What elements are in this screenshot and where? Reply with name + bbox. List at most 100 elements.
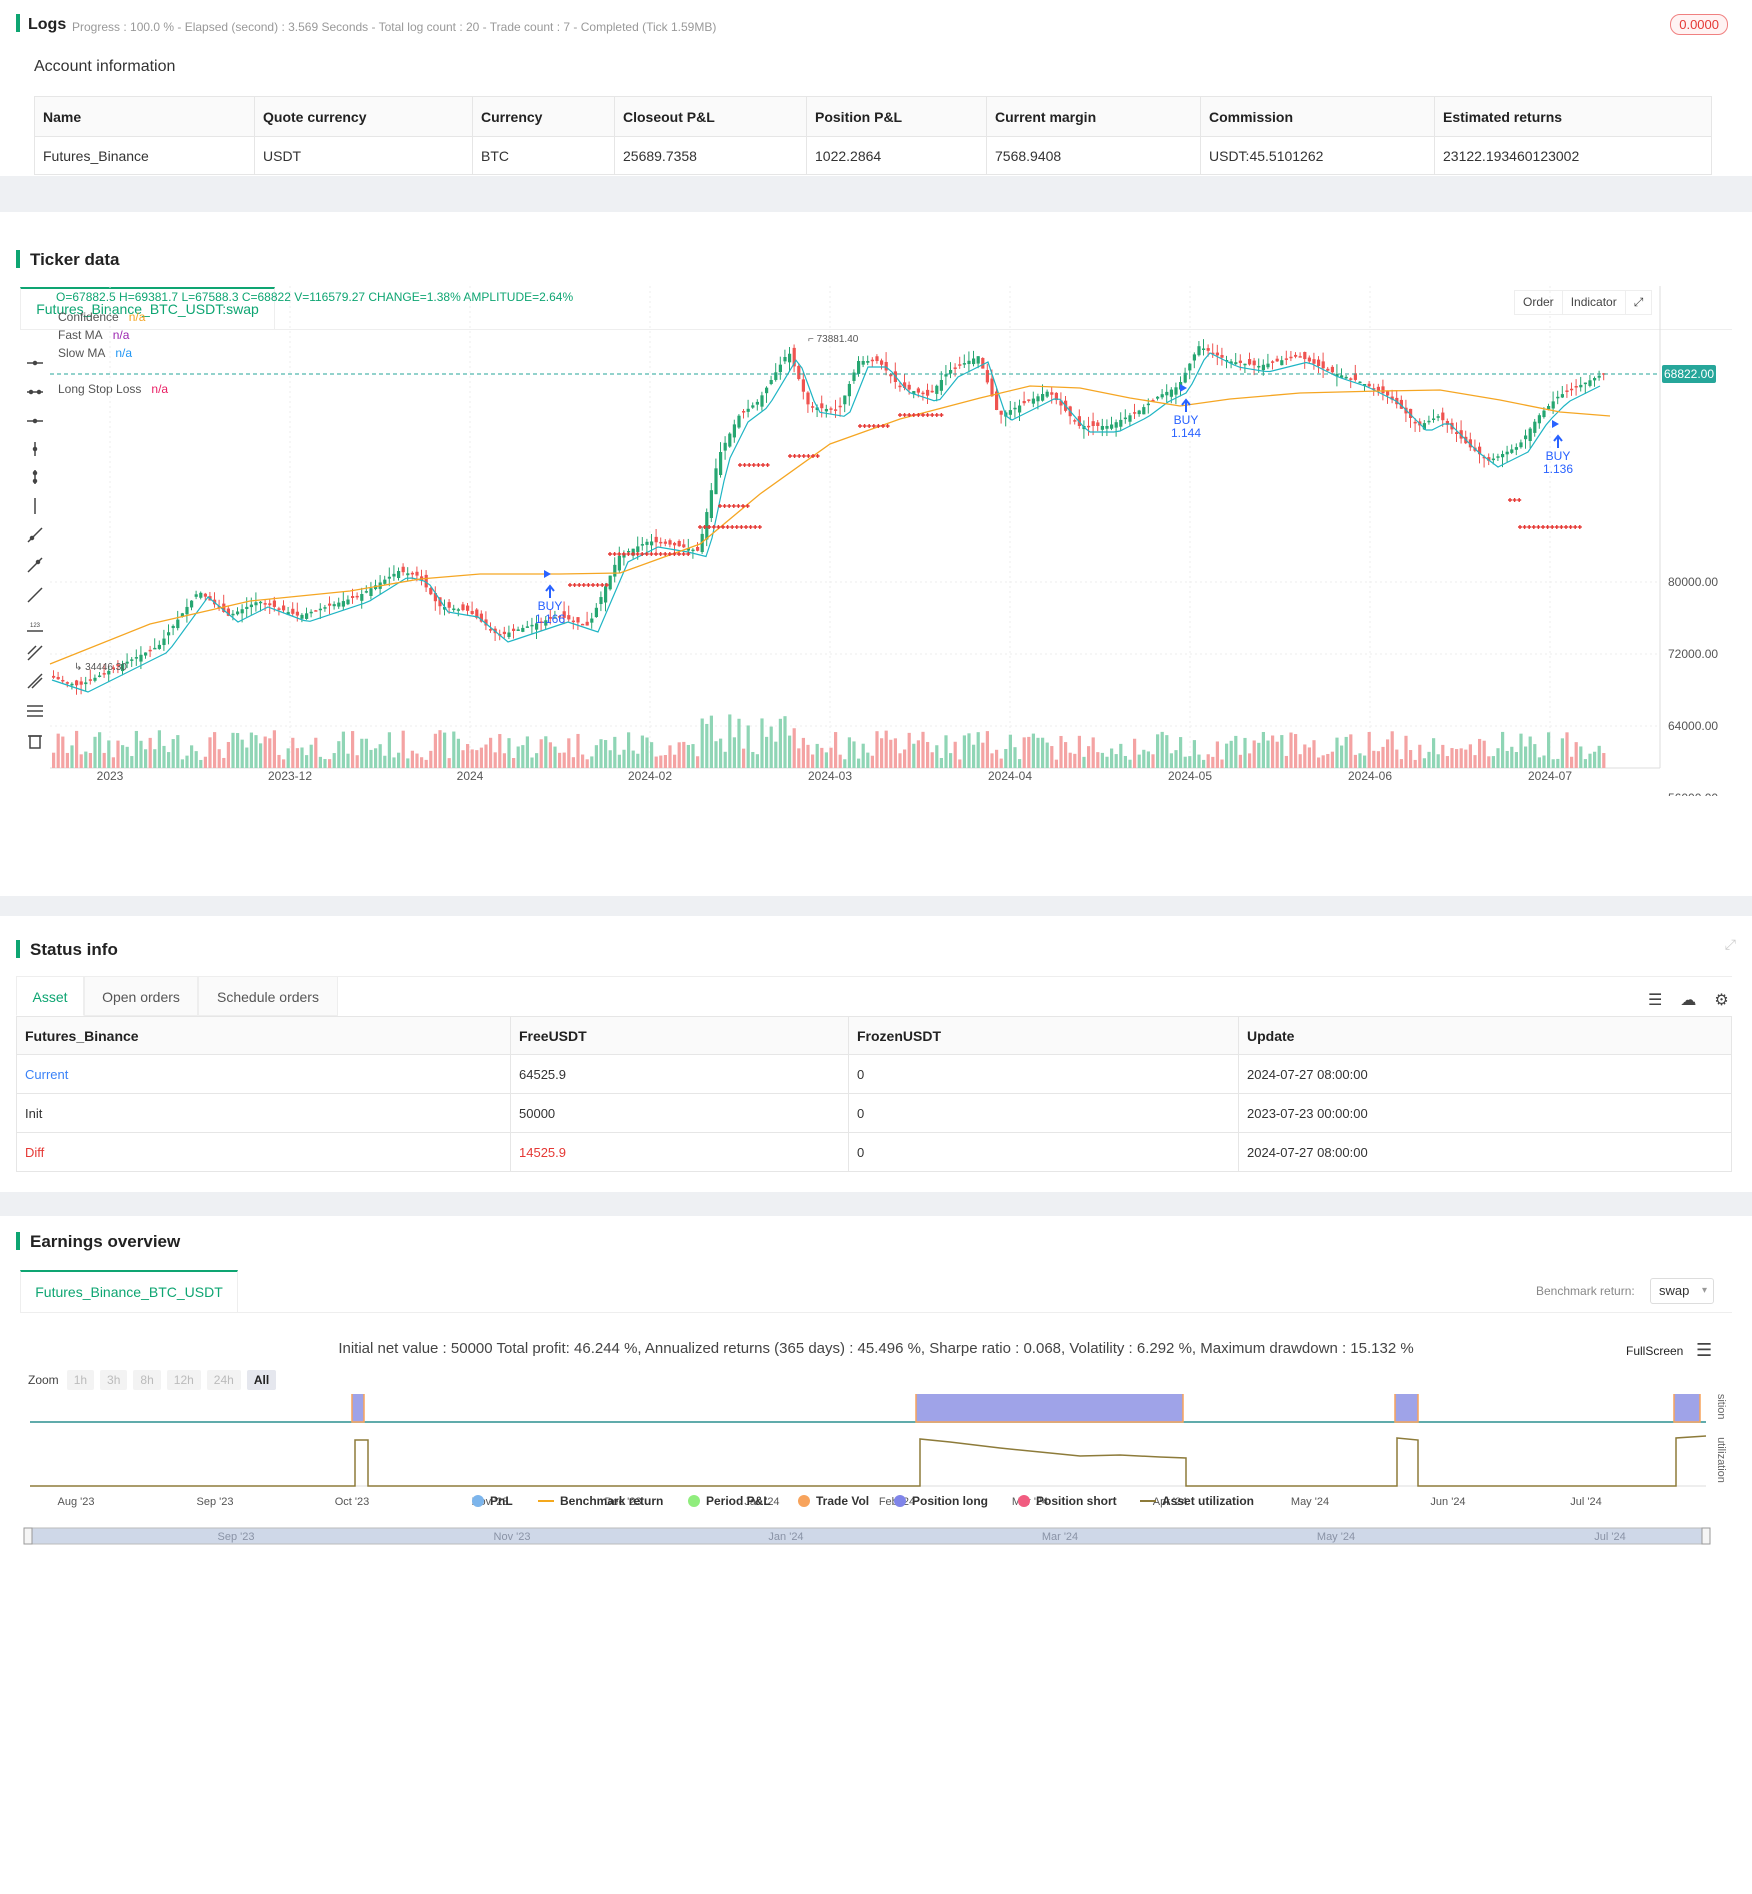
entry-flag-icon xyxy=(544,570,551,578)
volume-bar xyxy=(1183,756,1187,768)
candle-body xyxy=(180,613,184,617)
volume-bar xyxy=(820,747,824,768)
volume-bar xyxy=(562,752,566,768)
candle-body xyxy=(788,353,792,363)
stop-loss-marker xyxy=(916,413,921,417)
volume-bar xyxy=(102,752,106,768)
navigator-right-handle xyxy=(1701,1527,1711,1545)
volume-bar xyxy=(438,730,442,768)
candle-body xyxy=(801,379,805,392)
price-tick-label: 80000.00 xyxy=(1668,575,1718,589)
candle-body xyxy=(171,625,175,629)
gear-icon[interactable]: ⚙ xyxy=(1714,992,1729,1009)
fullscreen-button[interactable]: FullScreen xyxy=(1626,1344,1684,1358)
volume-bar xyxy=(167,752,171,768)
volume-bar xyxy=(1091,737,1095,768)
volume-bar xyxy=(56,733,60,768)
volume-bar xyxy=(1441,744,1445,768)
zoom-12h[interactable]: 12h xyxy=(166,1370,201,1390)
volume-bar xyxy=(1266,740,1270,768)
candle-body xyxy=(852,372,856,381)
candle-body xyxy=(1303,351,1307,360)
buy-signal-value: 1.166 xyxy=(535,612,565,626)
candle-body xyxy=(640,544,644,546)
candle-body xyxy=(811,406,815,408)
candle-body xyxy=(1142,407,1146,415)
indicator-button[interactable]: Indicator xyxy=(1563,291,1626,314)
volume-bar xyxy=(755,754,759,768)
volume-bar xyxy=(447,758,451,768)
volume-bar xyxy=(236,733,240,768)
candle-body xyxy=(263,603,267,605)
section-marker xyxy=(16,250,20,268)
candle-body xyxy=(56,676,60,680)
candle-body xyxy=(1317,359,1321,366)
candle-body xyxy=(1202,348,1206,350)
candle-body xyxy=(760,395,764,407)
logs-panel: Logs Progress : 100.0 % - Elapsed (secon… xyxy=(0,0,1752,176)
x-tick-label: Oct '23 xyxy=(335,1496,370,1508)
volume-bar xyxy=(1473,755,1477,768)
stop-loss-marker xyxy=(577,583,582,587)
x-tick-label: Jul '24 xyxy=(1570,1496,1601,1508)
tab-earnings-symbol[interactable]: Futures_Binance_BTC_USDT xyxy=(20,1270,238,1312)
tab-open-orders[interactable]: Open orders xyxy=(84,976,198,1016)
volume-bar xyxy=(1510,746,1514,768)
candle-body xyxy=(746,408,750,412)
volume-bar xyxy=(139,740,143,768)
zoom-all[interactable]: All xyxy=(246,1370,277,1390)
volume-bar xyxy=(1073,753,1077,768)
volume-bar xyxy=(231,732,235,768)
order-button[interactable]: Order xyxy=(1515,291,1563,314)
volume-bar xyxy=(1583,759,1587,768)
zoom-1h[interactable]: 1h xyxy=(66,1370,95,1390)
cell: Futures_Binance xyxy=(34,136,255,175)
logs-progress: Progress : 100.0 % - Elapsed (second) : … xyxy=(72,20,717,34)
candle-body xyxy=(452,608,456,611)
candle-body xyxy=(466,605,470,611)
x-tick-label: May '24 xyxy=(1291,1496,1329,1508)
menu-icon[interactable]: ☰ xyxy=(1696,1340,1713,1360)
tab-ticker-symbol[interactable]: Futures_Binance_BTC_USDT:swap xyxy=(20,287,275,329)
candle-body xyxy=(1041,394,1045,401)
candle-body xyxy=(815,407,819,410)
fullscreen-icon[interactable]: ⤢ xyxy=(1633,295,1644,309)
candle-body xyxy=(981,357,985,369)
tab-schedule-orders[interactable]: Schedule orders xyxy=(198,976,338,1016)
candle-body xyxy=(502,631,506,635)
stop-loss-marker xyxy=(744,525,748,529)
stop-loss-marker xyxy=(867,424,872,428)
col-current-margin: Current margin xyxy=(986,96,1201,137)
candle-body xyxy=(1289,356,1293,359)
zoom-3h[interactable]: 3h xyxy=(100,1370,128,1390)
volume-bar xyxy=(861,743,865,768)
stop-loss-marker xyxy=(898,413,902,417)
stop-loss-marker xyxy=(862,424,867,428)
stop-loss-marker xyxy=(858,424,862,428)
drawing-tools-icon[interactable]: 123 xyxy=(24,350,46,770)
tab-asset[interactable]: Asset xyxy=(16,976,84,1016)
zoom-24h[interactable]: 24h xyxy=(206,1370,241,1390)
candle-body xyxy=(1045,391,1049,397)
benchmark-select[interactable]: swap ▾ xyxy=(1650,1278,1714,1304)
col-free-usdt: FreeUSDT xyxy=(510,1016,849,1055)
zoom-8h[interactable]: 8h xyxy=(133,1370,161,1390)
cloud-download-icon[interactable]: ☁ xyxy=(1680,992,1697,1009)
volume-bar xyxy=(1027,736,1031,768)
volume-bar xyxy=(608,750,612,768)
volume-bar xyxy=(1280,735,1284,768)
expand-icon[interactable]: ⤢ xyxy=(1724,936,1736,952)
volume-bar xyxy=(981,742,985,768)
candle-body xyxy=(663,541,667,544)
volume-bar xyxy=(737,718,741,768)
ohlc-readout: O=67882.5 H=69381.7 L=67588.3 C=68822 V=… xyxy=(56,290,574,304)
stop-loss-marker xyxy=(761,463,765,467)
volume-bar xyxy=(944,735,948,768)
stop-loss-marker xyxy=(1508,498,1512,502)
list-icon[interactable]: ☰ xyxy=(1648,992,1663,1009)
candle-body xyxy=(1220,354,1224,358)
stop-loss-marker xyxy=(736,504,741,508)
volume-bar xyxy=(1238,754,1242,768)
candle-body xyxy=(824,408,828,412)
volume-bar xyxy=(645,737,649,768)
